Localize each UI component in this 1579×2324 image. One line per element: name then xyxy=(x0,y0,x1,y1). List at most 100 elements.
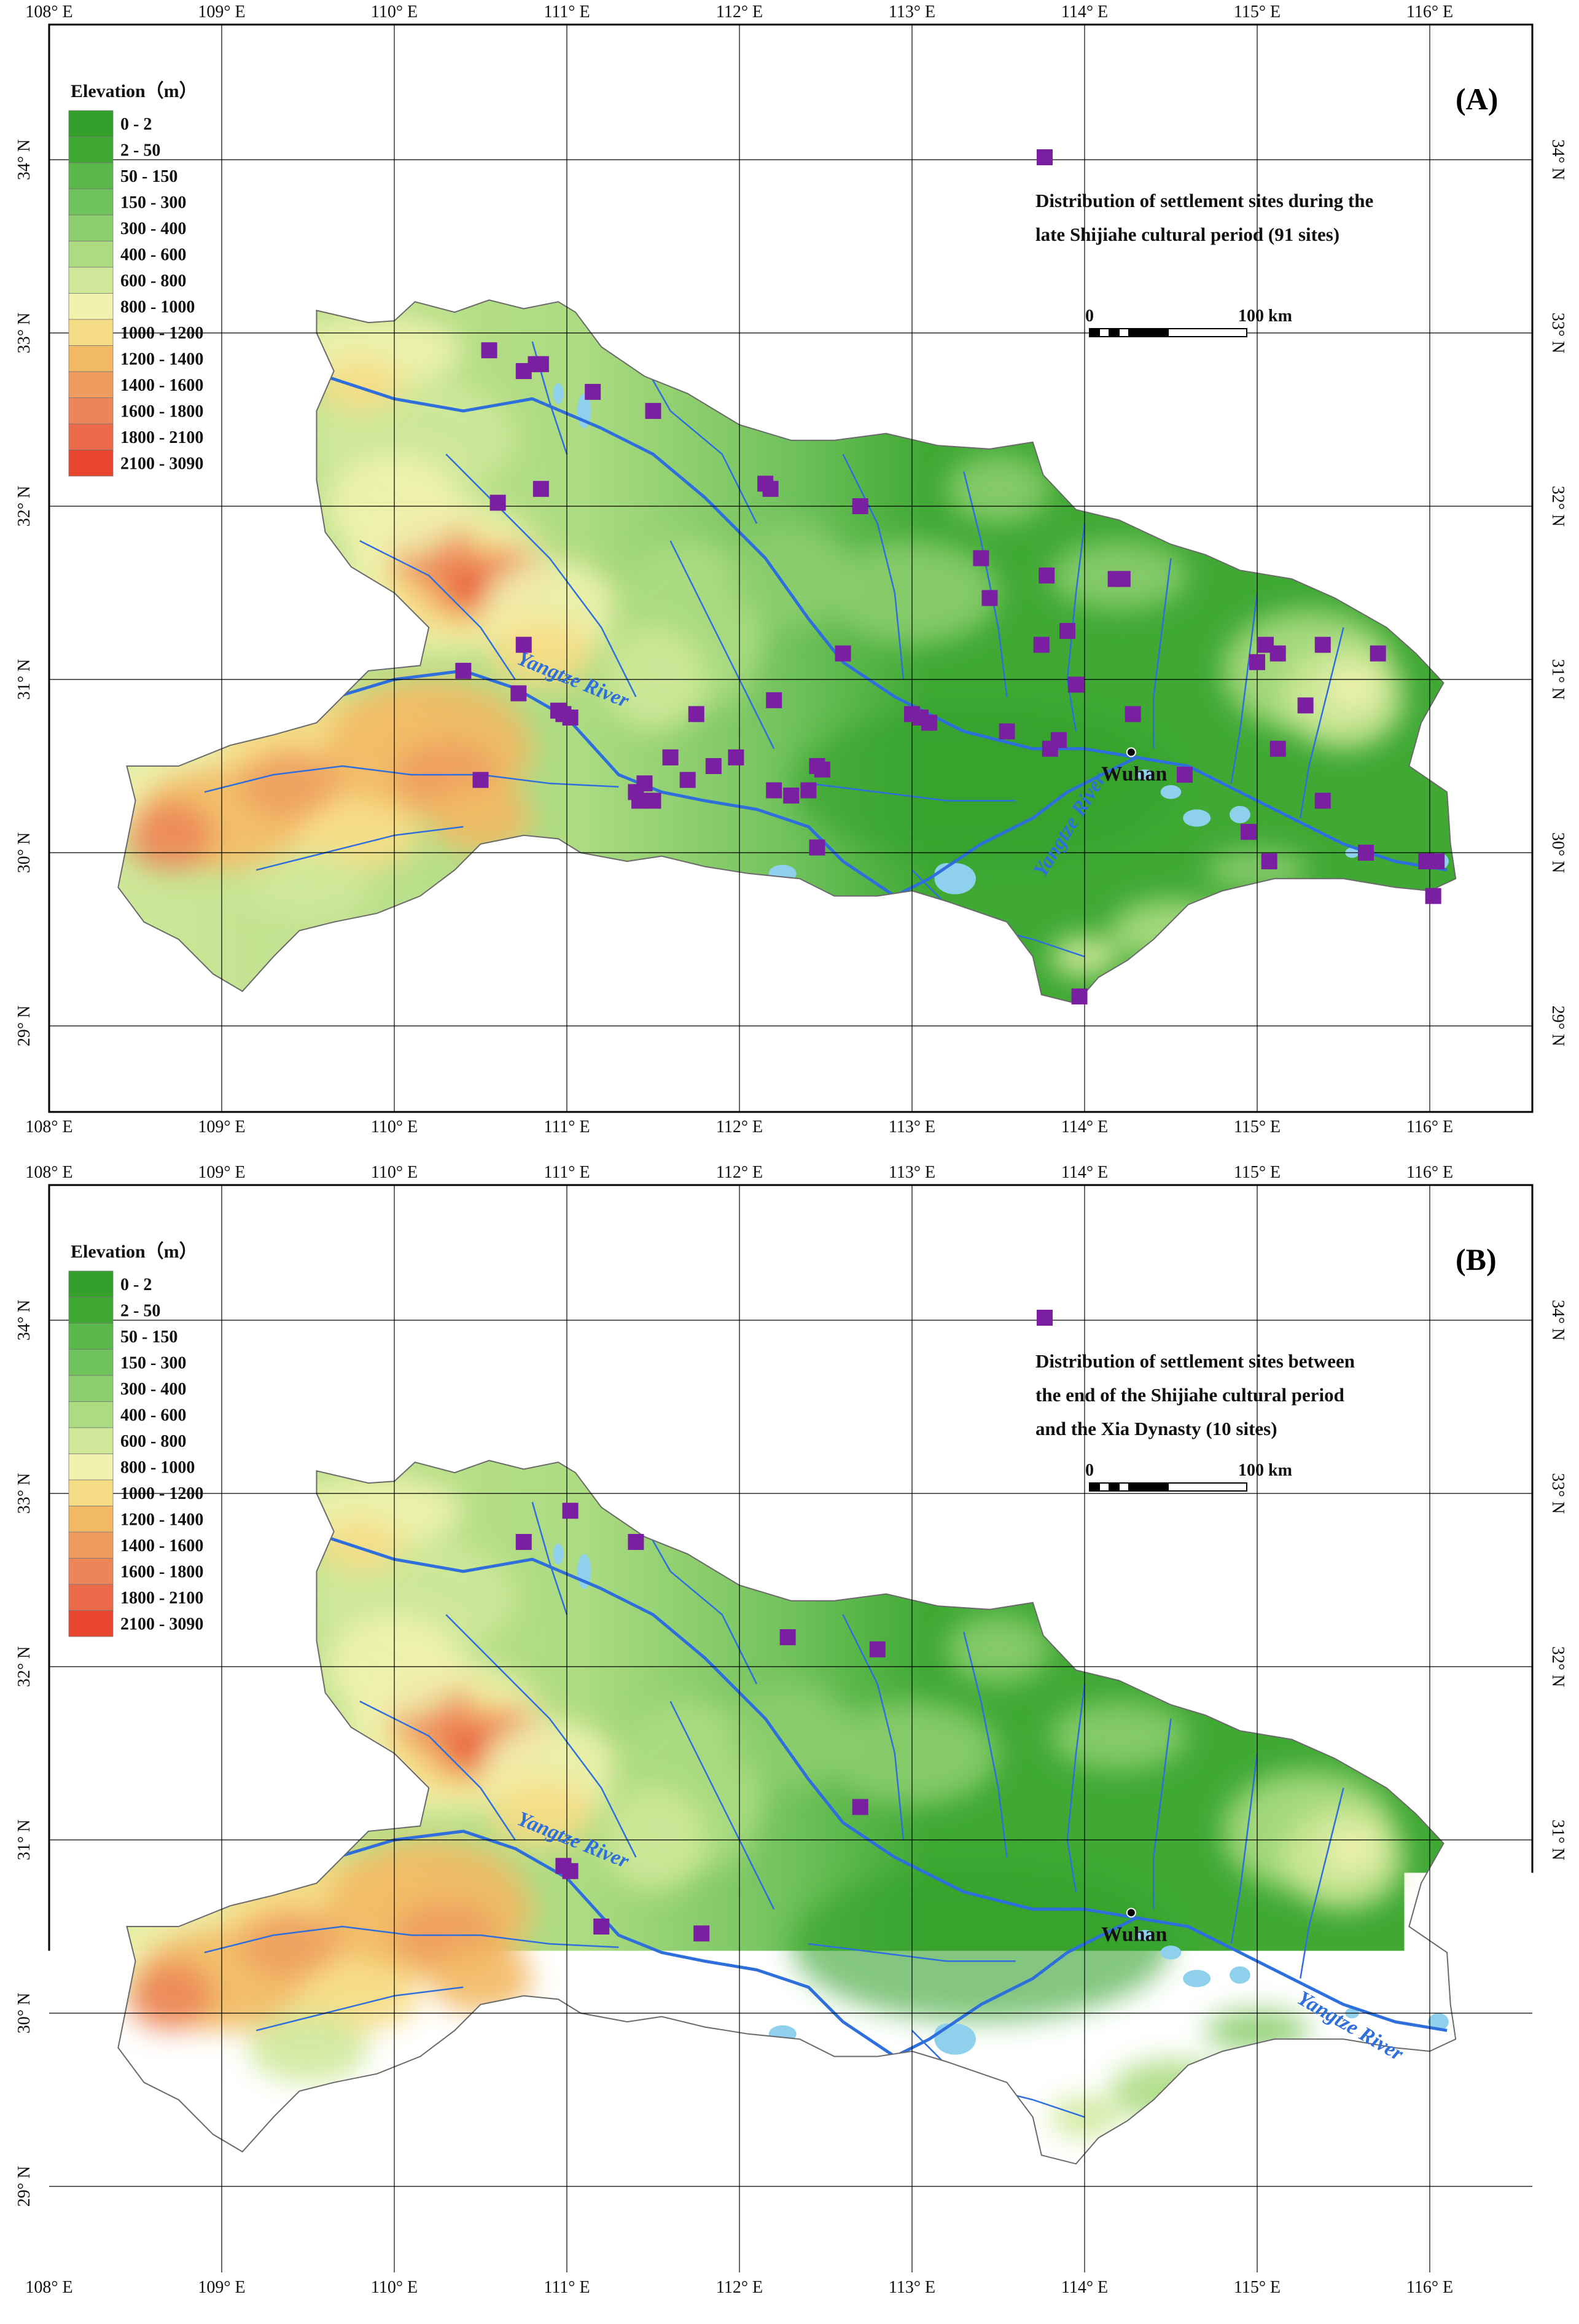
legend-swatch xyxy=(69,189,113,216)
settlement-site xyxy=(663,749,679,765)
settlement-site xyxy=(628,1534,644,1550)
settlement-site xyxy=(1039,568,1055,584)
x-tick-label-top: 108° E xyxy=(25,2,72,22)
relief-patch xyxy=(946,454,1050,523)
y-tick-label-right: 34° N xyxy=(1548,1300,1567,1340)
legend-swatch xyxy=(69,267,113,294)
x-tick-label-bottom: 112° E xyxy=(716,1117,763,1137)
settlement-site xyxy=(645,403,661,419)
legend-label: 1000 - 1200 xyxy=(120,1484,203,1503)
y-tick-label-left: 31° N xyxy=(15,1820,34,1860)
legend-label: 2100 - 3090 xyxy=(120,455,203,474)
legend-swatch xyxy=(69,241,113,268)
legend-label: 50 - 150 xyxy=(120,1328,177,1347)
x-tick-label-bottom: 110° E xyxy=(371,2278,418,2297)
x-tick-label-bottom: 115° E xyxy=(1234,2278,1281,2297)
x-tick-label-bottom: 109° E xyxy=(198,2278,245,2297)
settlement-site xyxy=(809,840,825,856)
scale-label-end: 100 km xyxy=(1238,307,1292,326)
legend-swatch xyxy=(69,1611,113,1637)
settlement-site xyxy=(870,1641,886,1657)
settlement-site xyxy=(1072,988,1088,1004)
settlement-site xyxy=(1241,824,1257,840)
settlement-site xyxy=(481,342,497,358)
scale-bar-segment xyxy=(1168,329,1247,337)
relief-patch xyxy=(1326,1828,1378,1869)
legend-label: 1600 - 1800 xyxy=(120,1563,203,1582)
legend-swatch xyxy=(69,1584,113,1611)
scale-bar-segment xyxy=(1109,1483,1119,1491)
legend-swatch xyxy=(69,1480,113,1506)
x-tick-label-top: 116° E xyxy=(1406,1163,1453,1182)
legend-swatch xyxy=(69,1454,113,1481)
legend-swatch xyxy=(69,111,113,137)
settlement-site xyxy=(693,1925,709,1941)
relief-patch xyxy=(946,1614,1050,1684)
x-tick-label-bottom: 114° E xyxy=(1061,1117,1108,1137)
x-tick-label-bottom: 108° E xyxy=(25,1117,72,1137)
settlement-site xyxy=(631,792,647,808)
x-tick-label-bottom: 109° E xyxy=(198,1117,245,1137)
relief-patch xyxy=(1326,667,1378,709)
settlement-site xyxy=(1177,767,1193,783)
settlement-site xyxy=(563,710,579,726)
x-tick-label-top: 114° E xyxy=(1061,1163,1108,1182)
site-caption-line: late Shijiahe cultural period (91 sites) xyxy=(1035,224,1339,245)
y-tick-label-right: 33° N xyxy=(1548,313,1567,353)
city-marker xyxy=(1127,748,1136,756)
settlement-site xyxy=(1429,853,1444,869)
scale-bar-segment xyxy=(1099,329,1109,337)
settlement-site xyxy=(783,788,799,804)
site-caption-line: Distribution of settlement sites during … xyxy=(1035,190,1373,211)
settlement-site xyxy=(636,775,652,791)
legend-swatch xyxy=(69,1350,113,1376)
legend-swatch xyxy=(69,215,113,241)
x-tick-label-top: 115° E xyxy=(1234,1163,1281,1182)
lake xyxy=(1230,1966,1250,1984)
settlement-site xyxy=(585,384,601,400)
y-tick-label-right: 32° N xyxy=(1548,486,1567,526)
lake xyxy=(1161,1946,1182,1960)
settlement-site xyxy=(1370,646,1386,662)
legend-label: 1000 - 1200 xyxy=(120,324,203,343)
y-tick-label-right: 30° N xyxy=(1548,1993,1567,2033)
lake xyxy=(553,1544,564,1565)
y-tick-label-left: 30° N xyxy=(15,1993,34,2033)
scale-label-start: 0 xyxy=(1085,307,1094,326)
scale-bar-segment xyxy=(1099,1483,1109,1491)
y-tick-label-right: 29° N xyxy=(1548,1006,1567,1046)
legend-label: 1400 - 1600 xyxy=(120,376,203,395)
legend-label: 800 - 1000 xyxy=(120,1458,195,1477)
settlement-site xyxy=(455,663,471,679)
city-label-wuhan: Wuhan xyxy=(1101,1923,1167,1946)
city-label-wuhan: Wuhan xyxy=(1101,762,1167,785)
x-tick-label-top: 110° E xyxy=(371,2,418,22)
x-tick-label-top: 111° E xyxy=(544,2,590,22)
map-panel-b: 108° E 108° E 109° E 109° E 110° E 110° E 111°… xyxy=(0,1160,1579,2321)
settlement-site xyxy=(680,772,696,788)
relief-patch xyxy=(248,2013,368,2083)
x-tick-label-top: 108° E xyxy=(25,1163,72,1182)
elevation-map-b: 108° E108° E109° E109° E110° E110° E111°… xyxy=(0,1160,1579,2321)
legend-swatch xyxy=(69,1428,113,1454)
settlement-site xyxy=(510,686,526,702)
settlement-site xyxy=(516,637,532,653)
settlement-site xyxy=(766,782,782,798)
legend-label: 150 - 300 xyxy=(120,194,186,213)
settlement-site xyxy=(1270,741,1286,757)
settlement-site xyxy=(688,706,704,722)
y-tick-label-right: 34° N xyxy=(1548,139,1567,180)
scale-bar-segment xyxy=(1090,329,1099,337)
elevation-legend: Elevation（m）0 - 22 - 5050 - 150150 - 300… xyxy=(50,61,253,491)
settlement-site xyxy=(1315,637,1331,653)
legend-label: 1200 - 1400 xyxy=(120,350,203,369)
legend-title: Elevation（m） xyxy=(71,1241,198,1262)
x-tick-label-bottom: 113° E xyxy=(889,1117,935,1137)
legend-swatch xyxy=(69,137,113,163)
elevation-map-a: 108° E 108° E 109° E 109° E 110° E 110° E 111°… xyxy=(0,0,1579,1160)
settlement-site xyxy=(728,749,744,765)
legend-swatch xyxy=(69,372,113,398)
settlement-site xyxy=(473,772,489,788)
settlement-site xyxy=(1358,845,1374,861)
y-tick-label-left: 33° N xyxy=(15,313,34,353)
